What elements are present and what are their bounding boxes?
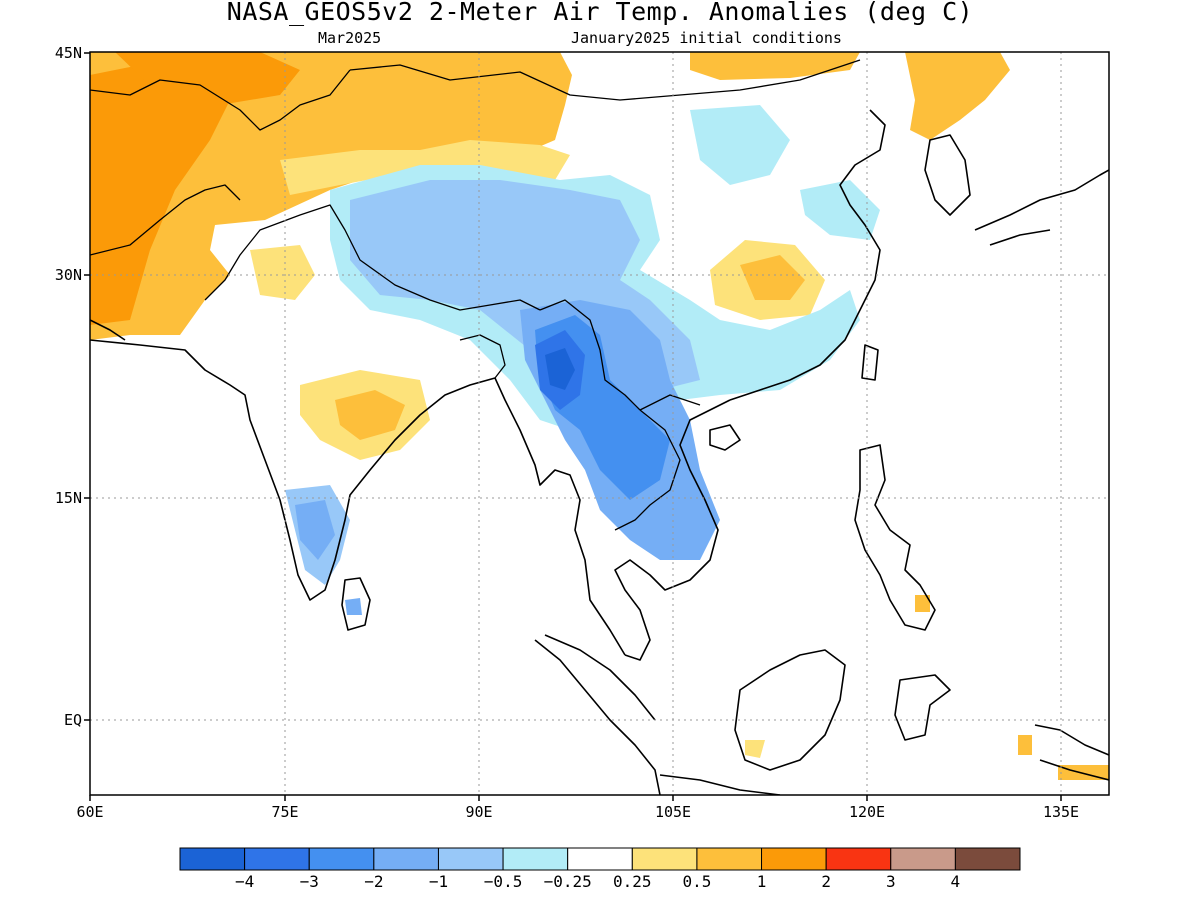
hainan-coastline (709, 424, 741, 451)
cold-anomaly-sri-lanka (345, 598, 362, 615)
colorbar-tick-label: 0.25 (613, 872, 652, 891)
strong-warm-anomaly-northwest (90, 65, 230, 325)
colorbar-bin (761, 847, 827, 871)
colorbar-bin (567, 847, 633, 871)
lon-tick-75e: 75E (271, 803, 299, 821)
warm-anomaly-north-india (250, 245, 315, 300)
thailand-laos-border (614, 409, 681, 531)
india-northern-border (204, 204, 541, 311)
colorbar-tick-label: 2 (821, 872, 831, 891)
lon-tick-120e: 120E (848, 803, 886, 821)
strong-warm-anomaly-tianshan (115, 52, 300, 105)
colorbar-tick-label: −2 (364, 872, 384, 891)
colorbar-bin (437, 847, 504, 871)
warm-anomaly-philippines (915, 595, 930, 612)
china-mongolia-border (349, 59, 861, 101)
colorbar-tick-label: 1 (756, 872, 767, 891)
warm-anomaly-sulawesi (1018, 735, 1032, 755)
new-guinea-coastline (1034, 724, 1109, 781)
central-asia-borders (90, 69, 351, 131)
colorbar-tick-label: 3 (885, 872, 896, 891)
cold-anomaly-china-northwest (690, 105, 790, 185)
malay-peninsula-coast (614, 399, 731, 661)
china-coastline (729, 109, 886, 401)
vietnam-border (639, 394, 701, 411)
warm-anomaly-northeast-edge (690, 52, 860, 80)
anomaly-shading (90, 52, 1109, 780)
persian-gulf-coast (90, 319, 126, 341)
colorbar-bin (631, 847, 698, 871)
colorbar-bin (373, 847, 439, 871)
colorbar-bin (696, 847, 763, 871)
country-borders (90, 59, 861, 531)
colorbar-bin (308, 847, 375, 871)
bay-of-bengal-east-coast (494, 377, 626, 656)
lon-tick-90e: 90E (465, 803, 493, 821)
map-frame (89, 51, 1110, 796)
java-coastline (659, 774, 781, 795)
colorbar-bin (954, 847, 1021, 871)
lat-tick-45n: 45N (54, 44, 82, 62)
colorbar (179, 847, 1021, 871)
philippines-coastline (854, 444, 936, 631)
axis-ticks (84, 52, 1062, 801)
colorbar-bin (825, 847, 892, 871)
colorbar-tick-label: −0.25 (543, 872, 592, 891)
borneo-coastline (734, 649, 846, 771)
lat-lon-grid (90, 52, 1109, 795)
bangladesh-border (459, 334, 506, 379)
warm-anomaly-central-india-core (335, 390, 405, 440)
myanmar-border (539, 299, 641, 411)
pakistan-afghanistan-border (90, 184, 241, 256)
cold-anomaly-china-east (800, 180, 880, 240)
colorbar-bin (179, 847, 246, 871)
warm-anomaly-northeast (905, 52, 1010, 140)
lon-tick-60e: 60E (76, 803, 104, 821)
lat-tick-30n: 30N (54, 266, 82, 284)
japan-coastline (974, 169, 1109, 246)
coastlines (90, 109, 1109, 795)
sri-lanka-coastline (341, 577, 371, 631)
india-coastline (90, 339, 496, 601)
lon-tick-105e: 105E (654, 803, 692, 821)
korea-coastline (924, 134, 971, 216)
colorbar-bin (244, 847, 310, 871)
colorbar-tick-label: 0.5 (682, 872, 712, 891)
colorbar-tick-label: −0.5 (483, 872, 523, 891)
strong-cold-anomaly-myanmar-core (545, 348, 575, 390)
map-title: NASA_GEOS5v2 2-Meter Air Temp. Anomalies… (226, 0, 974, 26)
lat-tick-eq: EQ (63, 711, 82, 729)
colorbar-bin (502, 847, 569, 871)
colorbar-tick-label: −1 (428, 872, 449, 891)
lat-tick-15n: 15N (54, 489, 82, 507)
cold-anomaly-south-india-core (295, 500, 335, 560)
init-conditions-label: January2025 initial conditions (571, 29, 842, 47)
warm-anomaly-central-china-core (740, 255, 805, 300)
sumatra-coastline (534, 634, 661, 795)
valid-month-label: Mar2025 (318, 29, 382, 47)
lon-tick-135e: 135E (1042, 803, 1080, 821)
sulawesi-coastline (894, 674, 951, 741)
colorbar-bin (890, 847, 956, 871)
colorbar-tick-label: 4 (950, 872, 961, 891)
warm-anomaly-borneo (745, 740, 765, 758)
colorbar-tick-label: −4 (234, 872, 255, 891)
colorbar-tick-label: −3 (299, 872, 319, 891)
taiwan-coastline (861, 344, 879, 381)
